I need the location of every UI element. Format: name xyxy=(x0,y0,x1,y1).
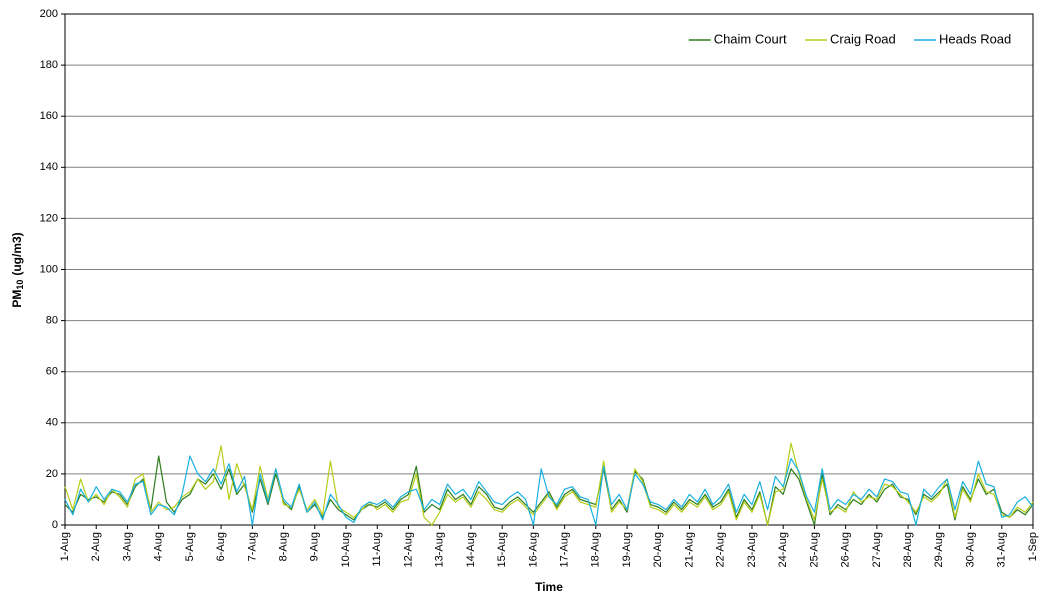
x-tick-label: 5-Aug xyxy=(184,532,196,561)
x-tick-label: 21-Aug xyxy=(683,532,695,567)
y-label-unit: (ug/m3) xyxy=(10,232,24,275)
x-tick-label: 1-Aug xyxy=(59,532,71,561)
x-tick-label: 18-Aug xyxy=(590,532,602,567)
x-tick-label: 14-Aug xyxy=(465,532,477,567)
x-tick-label: 23-Aug xyxy=(746,532,758,567)
x-tick-label: 2-Aug xyxy=(90,532,102,561)
x-tick-label: 28-Aug xyxy=(902,532,914,567)
x-tick-label: 8-Aug xyxy=(277,532,289,561)
y-tick-label: 120 xyxy=(40,212,58,224)
x-tick-label: 27-Aug xyxy=(871,532,883,567)
x-tick-label: 29-Aug xyxy=(933,532,945,567)
y-label-main: PM xyxy=(10,290,24,308)
plot-frame xyxy=(64,13,1034,526)
y-tick-label: 140 xyxy=(40,161,58,173)
y-tick-label: 180 xyxy=(40,59,58,71)
y-axis-label: PM10 (ug/m3) xyxy=(10,232,25,307)
x-tick-label: 22-Aug xyxy=(715,532,727,567)
x-tick-label: 12-Aug xyxy=(402,532,414,567)
x-tick-label: 24-Aug xyxy=(777,532,789,567)
x-tick-label: 3-Aug xyxy=(121,532,133,561)
x-tick-label: 6-Aug xyxy=(215,532,227,561)
series-line xyxy=(64,455,1034,526)
series-line xyxy=(64,455,1034,526)
x-tick-label: 15-Aug xyxy=(496,532,508,567)
x-tick-label: 26-Aug xyxy=(840,532,852,567)
x-tick-label: 19-Aug xyxy=(621,532,633,567)
y-tick-label: 60 xyxy=(46,366,58,378)
y-tick-label: 100 xyxy=(40,263,58,275)
x-axis-label: Time xyxy=(535,580,563,594)
x-tick-label: 1-Sep xyxy=(1027,532,1039,561)
y-tick-label: 200 xyxy=(40,8,58,20)
series-line xyxy=(64,442,1034,526)
x-tick-label: 10-Aug xyxy=(340,532,352,567)
legend-label: Craig Road xyxy=(830,31,896,46)
y-tick-label: 40 xyxy=(46,417,58,429)
x-tick-label: 20-Aug xyxy=(652,532,664,567)
x-tick-label: 9-Aug xyxy=(309,532,321,561)
x-tick-label: 7-Aug xyxy=(246,532,258,561)
y-tick-label: 80 xyxy=(46,315,58,327)
x-tick-label: 25-Aug xyxy=(808,532,820,567)
x-tick-label: 13-Aug xyxy=(434,532,446,567)
y-tick-label: 20 xyxy=(46,468,58,480)
x-tick-label: 4-Aug xyxy=(153,532,165,561)
y-tick-label: 0 xyxy=(52,519,58,531)
x-tick-label: 16-Aug xyxy=(527,532,539,567)
y-tick-label: 160 xyxy=(40,110,58,122)
x-tick-label: 31-Aug xyxy=(996,532,1008,567)
legend-label: Chaim Court xyxy=(714,31,787,46)
x-tick-label: 30-Aug xyxy=(964,532,976,567)
x-tick-label: 17-Aug xyxy=(559,532,571,567)
legend-label: Heads Road xyxy=(939,31,1011,46)
x-tick-label: 11-Aug xyxy=(371,532,383,567)
y-label-sub: 10 xyxy=(15,280,25,290)
